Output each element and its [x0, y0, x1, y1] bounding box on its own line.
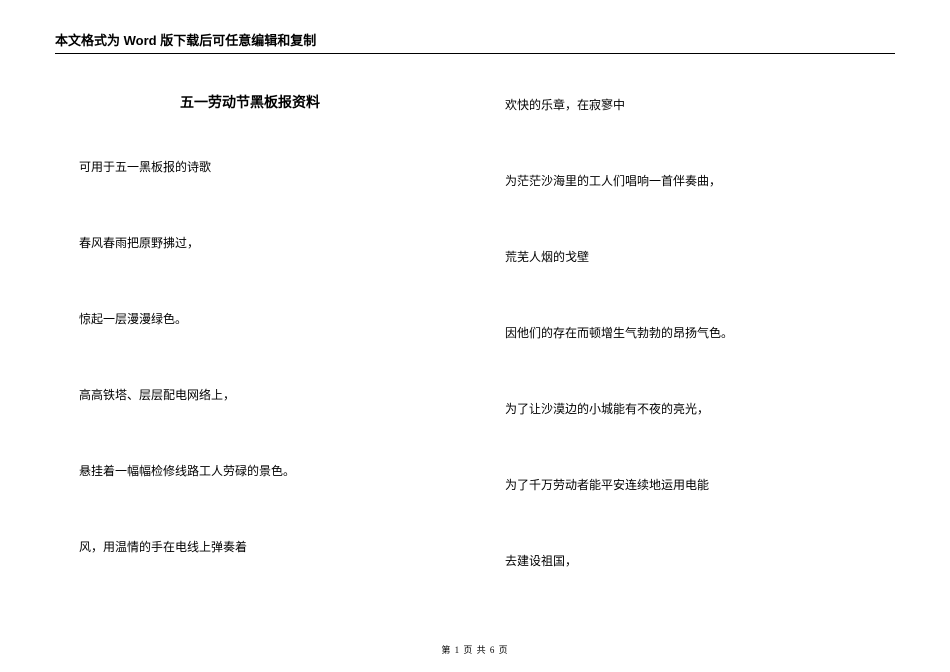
paragraph: 可用于五一黑板报的诗歌 [55, 158, 445, 176]
paragraph: 高高铁塔、层层配电网络上， [55, 386, 445, 404]
paragraph: 为了千万劳动者能平安连续地运用电能 [505, 476, 895, 494]
document-title: 五一劳动节黑板报资料 [55, 92, 445, 112]
paragraph: 为了让沙漠边的小城能有不夜的亮光， [505, 400, 895, 418]
paragraph: 因他们的存在而顿增生气勃勃的昂扬气色。 [505, 324, 895, 342]
header-notice: 本文格式为 Word 版下载后可任意编辑和复制 [55, 30, 895, 54]
paragraph: 为茫茫沙海里的工人们唱响一首伴奏曲， [505, 172, 895, 190]
footer-mid: 页 共 [463, 645, 486, 655]
paragraph: 欢快的乐章，在寂寥中 [505, 96, 895, 114]
right-column: 欢快的乐章，在寂寥中 为茫茫沙海里的工人们唱响一首伴奏曲， 荒芜人烟的戈壁 因他… [505, 92, 895, 628]
two-column-layout: 五一劳动节黑板报资料 可用于五一黑板报的诗歌 春风春雨把原野拂过， 惊起一层漫漫… [55, 92, 895, 628]
paragraph: 去建设祖国， [505, 552, 895, 570]
document-page: 本文格式为 Word 版下载后可任意编辑和复制 五一劳动节黑板报资料 可用于五一… [0, 0, 950, 628]
paragraph: 风，用温情的手在电线上弹奏着 [55, 538, 445, 556]
footer-total-pages: 6 [490, 645, 496, 655]
left-column: 五一劳动节黑板报资料 可用于五一黑板报的诗歌 春风春雨把原野拂过， 惊起一层漫漫… [55, 92, 445, 628]
footer-current-page: 1 [455, 645, 461, 655]
paragraph: 惊起一层漫漫绿色。 [55, 310, 445, 328]
paragraph: 悬挂着一幅幅检修线路工人劳碌的景色。 [55, 462, 445, 480]
footer-suffix: 页 [499, 645, 509, 655]
page-footer: 第 1 页 共 6 页 [0, 643, 950, 656]
paragraph: 荒芜人烟的戈壁 [505, 248, 895, 266]
paragraph: 春风春雨把原野拂过， [55, 234, 445, 252]
footer-prefix: 第 [441, 645, 451, 655]
